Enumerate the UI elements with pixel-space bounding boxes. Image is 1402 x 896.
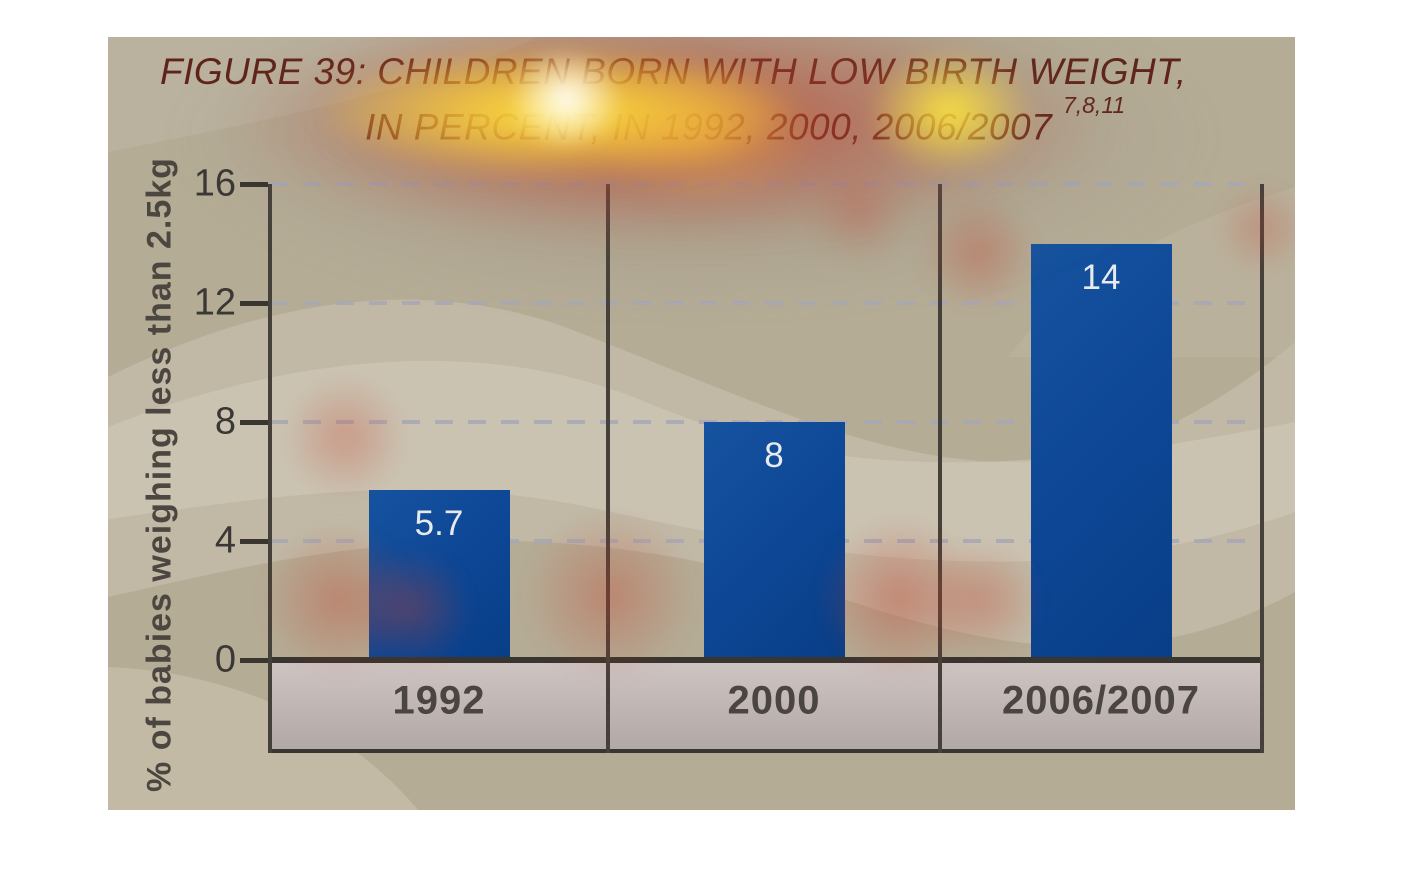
gridline-12 bbox=[270, 301, 1262, 305]
section-divider-2 bbox=[938, 184, 942, 753]
y-axis-title: % of babies weighing less than 2.5kg bbox=[140, 157, 179, 792]
x-axis-line bbox=[268, 657, 1264, 663]
y-tick-label: 0 bbox=[214, 638, 236, 681]
y-tick-16 bbox=[240, 181, 268, 187]
bar-1992: 5.7 bbox=[368, 490, 510, 660]
x-category-label: 1992 bbox=[392, 678, 486, 723]
wave-shape bbox=[108, 667, 418, 810]
figure-39-chart: FIGURE 39: CHILDREN BORN WITH LOW BIRTH … bbox=[108, 37, 1295, 810]
figure-title-line2-text: IN PERCENT, IN 1992, 2000, 2006/2007 bbox=[365, 106, 1053, 148]
y-tick-12 bbox=[240, 300, 268, 306]
bar-2000: 8 bbox=[703, 422, 845, 660]
y-tick-label: 8 bbox=[214, 400, 236, 443]
plot-right-border bbox=[1260, 184, 1264, 753]
figure-title-line1: FIGURE 39: CHILDREN BORN WITH LOW BIRTH … bbox=[160, 51, 1187, 92]
plot-area: 1992 2000 2006/2007 0 4 8 12 16 5.7 8 14 bbox=[194, 163, 1264, 753]
x-category-label: 2000 bbox=[727, 678, 821, 723]
figure-title-line2: IN PERCENT, IN 1992, 2000, 2006/2007 7,8… bbox=[365, 92, 1125, 148]
section-divider-1 bbox=[606, 184, 610, 753]
y-tick-4 bbox=[240, 538, 268, 544]
y-axis-line bbox=[268, 184, 272, 753]
bar-value-label: 14 bbox=[1081, 257, 1121, 297]
gridline-16 bbox=[270, 182, 1262, 186]
y-tick-0 bbox=[240, 657, 268, 663]
x-category-label: 2006/2007 bbox=[1001, 678, 1201, 723]
bar-2006/2007: 14 bbox=[1030, 243, 1172, 660]
wave-shape bbox=[108, 299, 1295, 647]
figure-title-footnotes: 7,8,11 bbox=[1062, 92, 1126, 118]
y-tick-label: 12 bbox=[193, 281, 236, 324]
y-tick-label: 4 bbox=[214, 519, 236, 562]
y-tick-8 bbox=[240, 419, 268, 425]
bar-value-label: 8 bbox=[764, 436, 784, 475]
bar-value-label: 5.7 bbox=[414, 504, 464, 544]
y-tick-label: 16 bbox=[193, 162, 236, 205]
x-axis-category-band: 1992 2000 2006/2007 bbox=[270, 660, 1262, 753]
wave-shape bbox=[108, 360, 1295, 562]
